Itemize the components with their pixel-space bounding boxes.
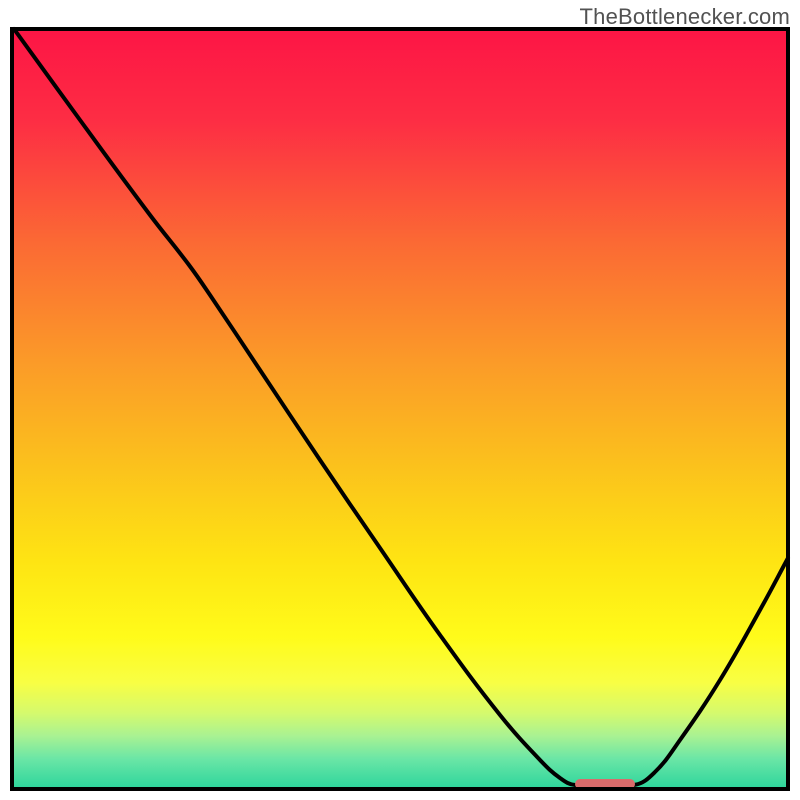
bottleneck-chart xyxy=(0,0,800,800)
watermark-text: TheBottlenecker.com xyxy=(580,4,790,30)
chart-container: TheBottlenecker.com xyxy=(0,0,800,800)
plot-background xyxy=(12,29,788,789)
